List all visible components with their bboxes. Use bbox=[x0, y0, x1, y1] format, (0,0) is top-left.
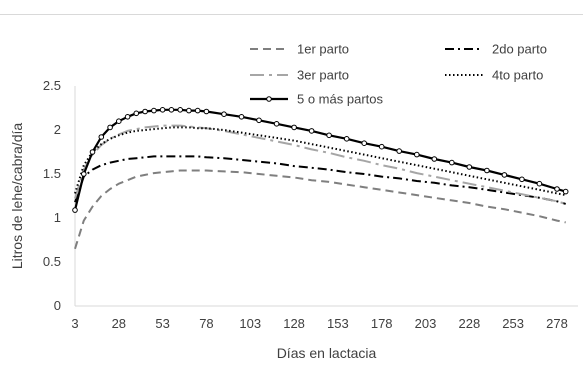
data-point bbox=[221, 111, 227, 117]
data-point bbox=[194, 107, 201, 114]
data-point bbox=[177, 107, 183, 113]
x-tick-label: 228 bbox=[458, 316, 480, 331]
legend-label: 3er parto bbox=[297, 68, 349, 83]
data-point bbox=[343, 136, 350, 142]
legend-item: 4to parto bbox=[445, 68, 543, 83]
data-point bbox=[151, 107, 157, 114]
series-line-4 bbox=[74, 126, 566, 197]
data-point bbox=[159, 107, 166, 113]
data-point bbox=[449, 159, 455, 166]
x-axis-title: Días en lactacia bbox=[277, 345, 377, 361]
x-tick-label: 53 bbox=[155, 316, 169, 331]
data-point bbox=[133, 110, 140, 117]
legend-item: 3er parto bbox=[250, 68, 349, 83]
y-tick-label: 2 bbox=[54, 122, 61, 137]
x-tick-label: 128 bbox=[283, 316, 305, 331]
data-point bbox=[501, 172, 508, 178]
y-tick-label: 2.5 bbox=[43, 78, 61, 93]
data-point bbox=[396, 148, 403, 154]
series-line-1 bbox=[74, 169, 566, 250]
data-point bbox=[484, 167, 490, 174]
y-tick-label: 1 bbox=[54, 210, 61, 225]
data-point bbox=[273, 121, 280, 127]
data-point bbox=[562, 188, 569, 195]
legend-label: 1er parto bbox=[297, 42, 349, 57]
legend-label: 4to parto bbox=[492, 68, 543, 83]
data-point bbox=[378, 143, 385, 150]
data-point bbox=[107, 124, 113, 131]
data-point bbox=[98, 134, 105, 140]
y-tick-labels: 0 0.5 1 1.5 2 2.5 bbox=[43, 78, 61, 313]
x-tick-label: 78 bbox=[199, 316, 213, 331]
series-lines bbox=[72, 107, 569, 250]
x-tick-label: 278 bbox=[546, 316, 568, 331]
x-tick-label: 103 bbox=[239, 316, 261, 331]
legend-label: 5 o más partos bbox=[297, 92, 383, 107]
legend-item: 5 o más partos bbox=[250, 92, 383, 107]
data-point bbox=[238, 114, 245, 120]
legend-item: 1er parto bbox=[250, 42, 349, 57]
series-line-2 bbox=[74, 155, 566, 205]
data-point bbox=[519, 176, 525, 183]
top-divider bbox=[0, 14, 583, 15]
legend-marker bbox=[266, 96, 272, 102]
data-point bbox=[308, 128, 315, 134]
data-point bbox=[291, 124, 297, 131]
legend-label: 2do parto bbox=[492, 42, 547, 57]
x-tick-label: 28 bbox=[112, 316, 126, 331]
x-tick-labels: 3 28 53 78 103 128 153 178 203 228 253 278 bbox=[71, 316, 567, 331]
data-point bbox=[89, 149, 96, 155]
data-point bbox=[203, 108, 210, 115]
data-point bbox=[124, 114, 131, 120]
data-point bbox=[186, 107, 192, 114]
y-tick-label: 1.5 bbox=[43, 166, 61, 181]
series-line-3 bbox=[74, 124, 566, 205]
data-point bbox=[536, 180, 543, 187]
y-tick-label: 0 bbox=[54, 298, 61, 313]
x-tick-label: 3 bbox=[71, 316, 78, 331]
data-point bbox=[81, 171, 87, 177]
data-point bbox=[554, 186, 560, 192]
axes: 0 0.5 1 1.5 2 2.5 3 28 53 78 103 128 153 178 203 228 25… bbox=[9, 78, 578, 361]
y-axis-title: Litros de lehe/cabra/día bbox=[9, 123, 25, 270]
data-point bbox=[116, 118, 122, 124]
x-tick-label: 253 bbox=[502, 316, 524, 331]
data-point bbox=[326, 132, 332, 139]
y-tick-label: 0.5 bbox=[43, 254, 61, 269]
data-point bbox=[414, 151, 420, 158]
data-point bbox=[72, 207, 78, 213]
x-tick-label: 203 bbox=[415, 316, 437, 331]
data-point bbox=[142, 108, 148, 115]
series-line-5 bbox=[73, 108, 567, 211]
data-point bbox=[466, 164, 473, 170]
legend-item: 2do parto bbox=[445, 42, 547, 57]
data-point bbox=[431, 156, 438, 162]
data-point bbox=[361, 140, 368, 146]
x-tick-label: 153 bbox=[327, 316, 349, 331]
legend: 1er parto 2do parto 3er parto 4to parto 5 o … bbox=[250, 42, 547, 107]
data-point bbox=[256, 117, 262, 124]
x-tick-label: 178 bbox=[371, 316, 393, 331]
data-point bbox=[168, 107, 175, 113]
